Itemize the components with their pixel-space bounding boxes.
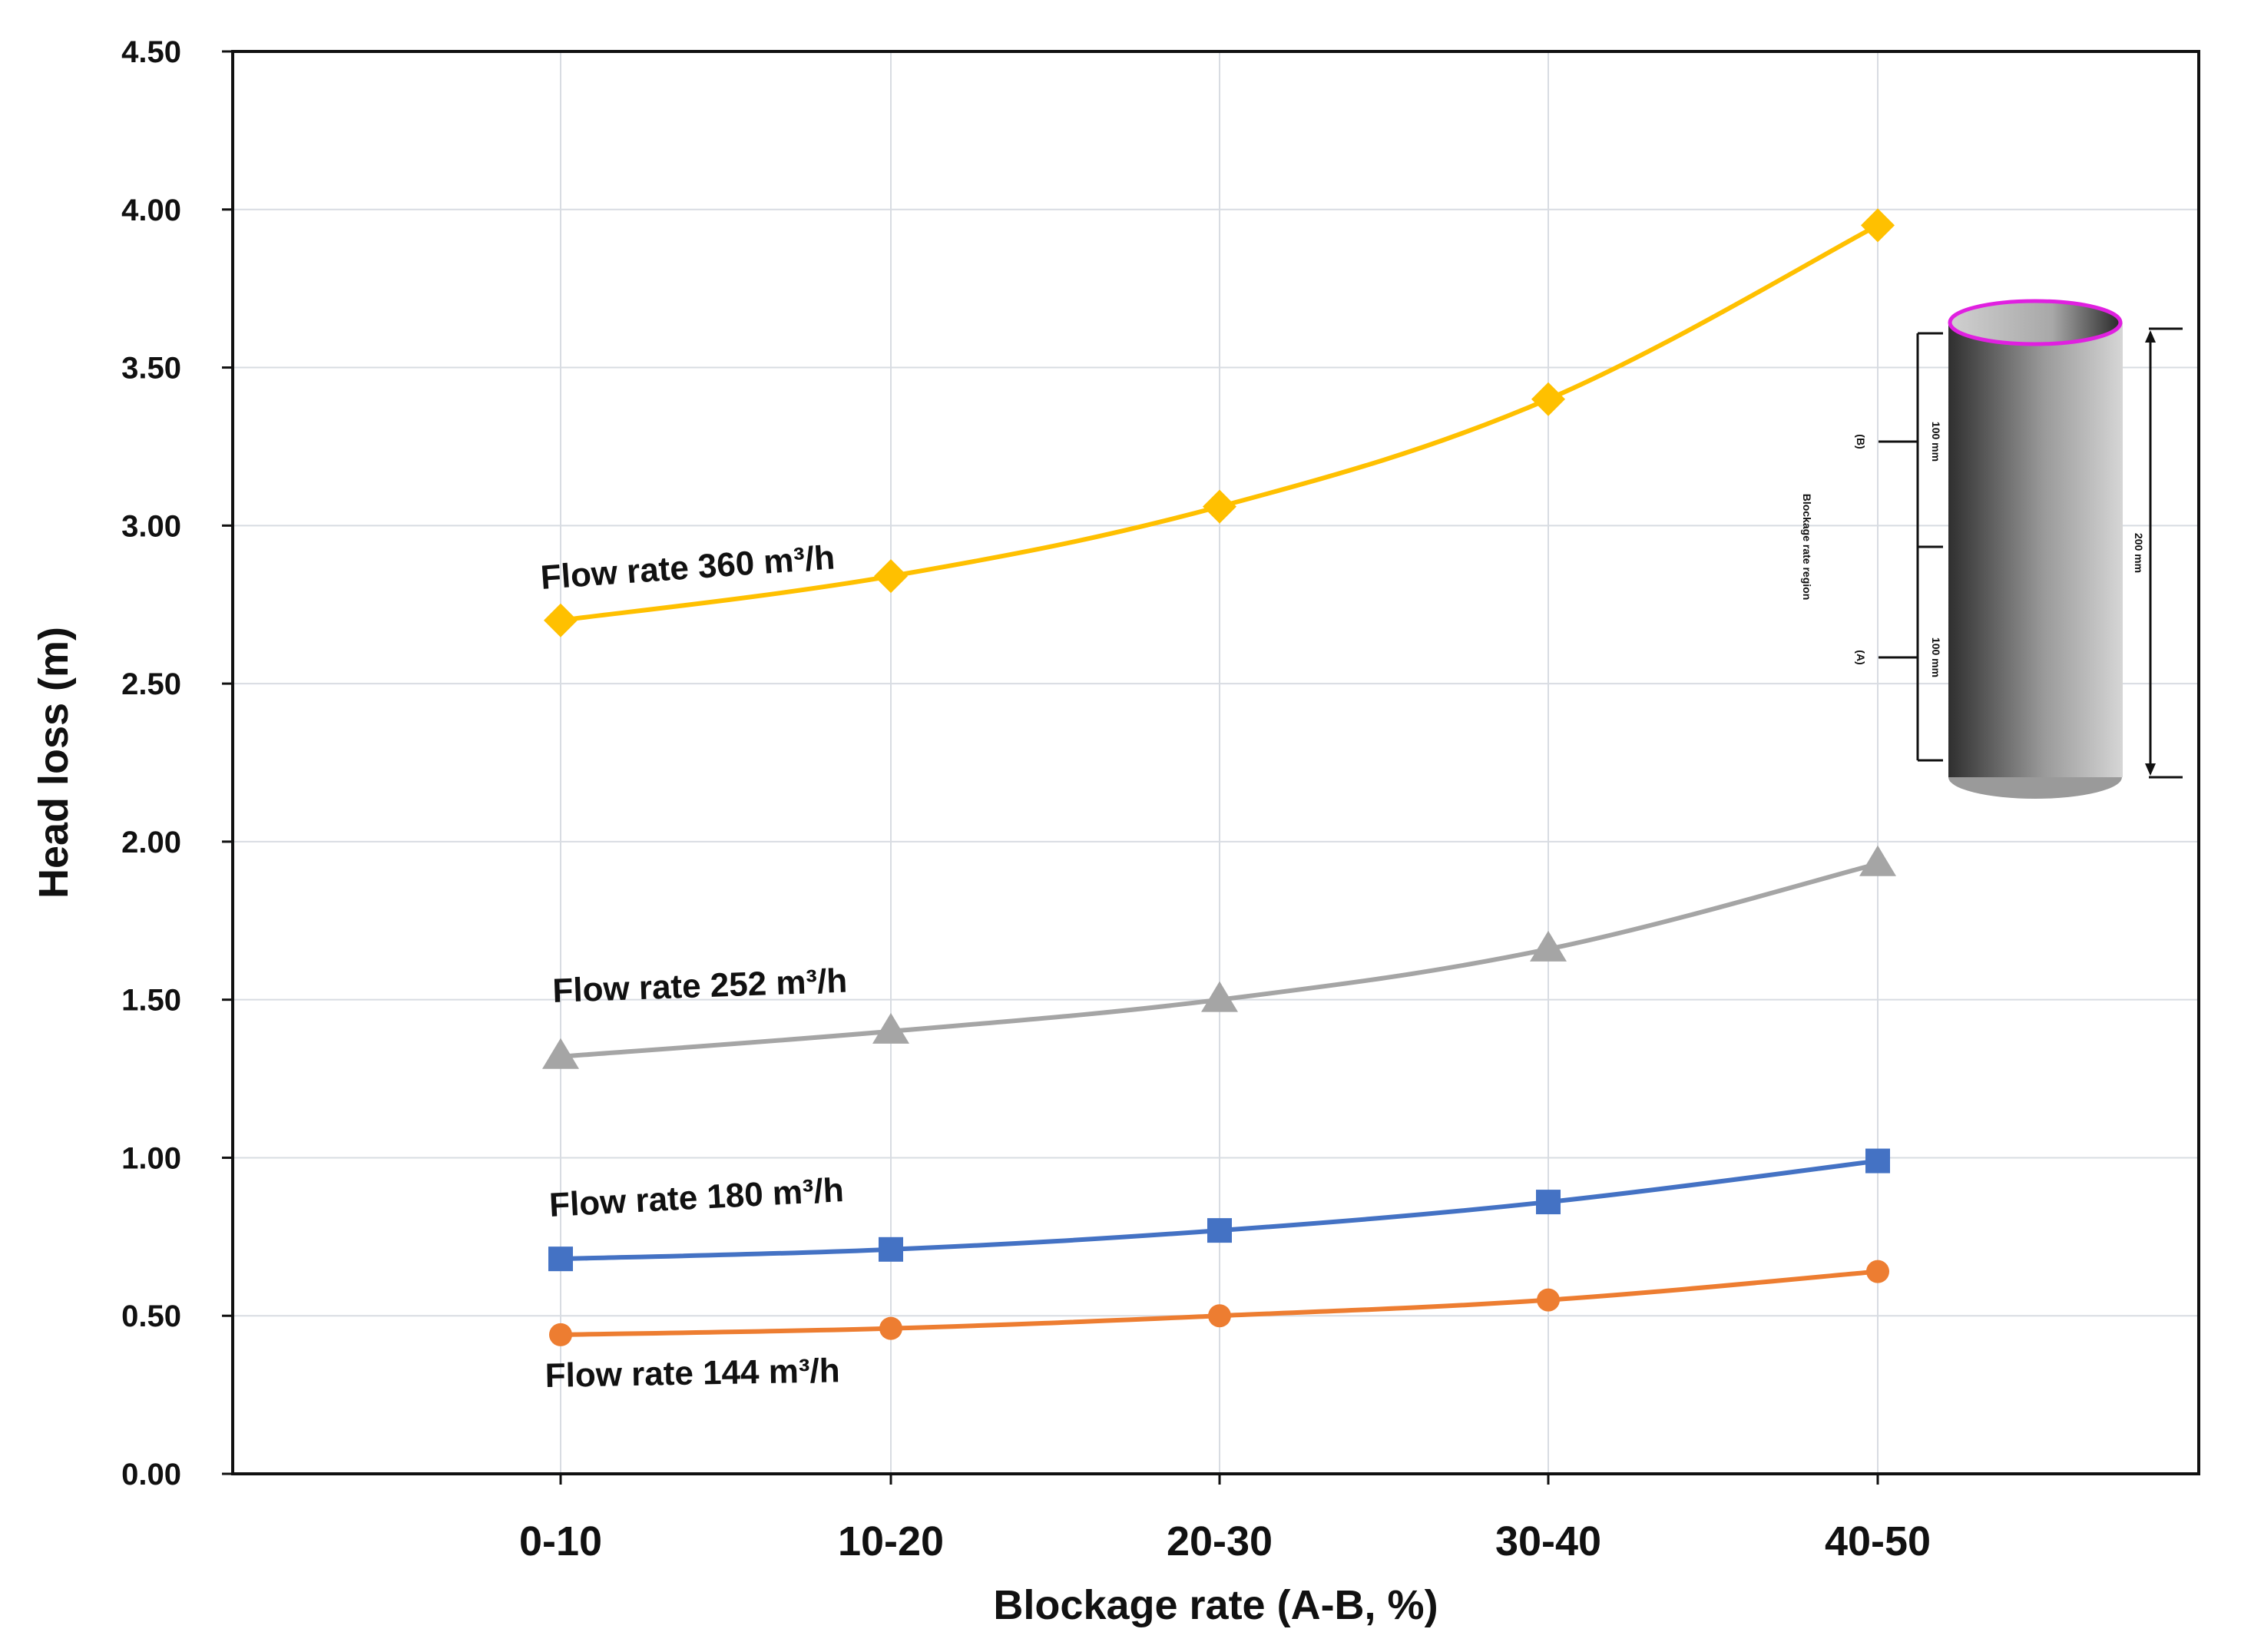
- series-label-144: Flow rate 144 m³/h: [545, 1352, 840, 1395]
- cylinder-top-opening: [1948, 299, 2123, 346]
- x-tick-label: 20-30: [1167, 1518, 1273, 1564]
- series-label-360: Flow rate 360 m³/h: [539, 538, 836, 597]
- y-tick-label: 2.50: [121, 667, 181, 701]
- data-point-circle: [1866, 1260, 1889, 1283]
- blockage-region-label: Blockage rate region: [1801, 494, 1813, 601]
- x-axis-ticks: 0-10 10-20 20-30 30-40 40-50: [519, 1474, 1931, 1564]
- data-point-triangle: [1530, 930, 1567, 962]
- total-length-label: 200 mm: [2133, 533, 2145, 573]
- data-point-diamond: [1203, 489, 1236, 524]
- arrow-down-icon: [2145, 763, 2156, 776]
- x-tick-label: 40-50: [1825, 1518, 1931, 1564]
- pipe-cylinder-inset: Blockage rate region (B) (A) 100 mm 100 …: [1801, 299, 2183, 799]
- series-square: [548, 1148, 1890, 1272]
- data-point-circle: [879, 1316, 902, 1340]
- series-circle: [549, 1260, 1889, 1346]
- x-axis-title: Blockage rate (A-B, %): [993, 1582, 1438, 1628]
- y-tick-label: 3.00: [121, 509, 181, 543]
- plot-frame: [231, 50, 2200, 1475]
- x-tick-label: 30-40: [1495, 1518, 1601, 1564]
- data-point-square: [1536, 1190, 1561, 1215]
- data-point-diamond: [544, 603, 578, 637]
- data-point-triangle: [1201, 981, 1238, 1012]
- data-point-square: [1865, 1148, 1890, 1174]
- grid-lines: [233, 51, 2199, 1474]
- y-tick-label: 1.00: [121, 1141, 181, 1175]
- lower-length-label: 100 mm: [1930, 637, 1942, 677]
- y-tick-label: 2.00: [121, 826, 181, 859]
- data-point-circle: [549, 1323, 572, 1346]
- y-tick-label: 4.50: [121, 35, 181, 69]
- total-length-dimension: [2149, 327, 2183, 779]
- data-point-square: [879, 1237, 903, 1262]
- y-axis-ticks: 0.00 0.50 1.00 1.50 2.00 2.50 3.00 3.50 4.00 4.50: [121, 35, 233, 1491]
- data-point-diamond: [1531, 382, 1565, 416]
- series-diamond: [544, 208, 1895, 637]
- data-point-circle: [1208, 1304, 1231, 1328]
- y-tick-label: 0.50: [121, 1299, 181, 1333]
- data-point-square: [548, 1246, 573, 1272]
- x-tick-label: 0-10: [519, 1518, 602, 1564]
- data-point-square: [1207, 1218, 1232, 1243]
- data-point-triangle: [1859, 845, 1896, 876]
- data-point-diamond: [874, 559, 908, 594]
- x-tick-label: 10-20: [838, 1518, 944, 1564]
- y-tick-label: 0.00: [121, 1458, 181, 1491]
- data-point-diamond: [1861, 208, 1895, 243]
- marker-b-label: (B): [1855, 434, 1867, 449]
- y-axis-title: Head loss (m): [31, 627, 77, 899]
- series-triangle: [542, 845, 1896, 1069]
- arrow-up-icon: [2145, 330, 2156, 343]
- series-label-180: Flow rate 180 m³/h: [548, 1171, 845, 1224]
- marker-a-label: (A): [1855, 650, 1867, 664]
- blockage-region-bracket: [1879, 332, 1943, 762]
- data-point-circle: [1537, 1288, 1560, 1312]
- data-point-triangle: [542, 1038, 579, 1069]
- y-tick-label: 1.50: [121, 984, 181, 1018]
- data-point-triangle: [872, 1012, 909, 1044]
- upper-length-label: 100 mm: [1930, 422, 1942, 462]
- series-label-252: Flow rate 252 m³/h: [552, 962, 848, 1010]
- y-tick-label: 4.00: [121, 194, 181, 227]
- series-layer: [542, 208, 1896, 1346]
- y-tick-label: 3.50: [121, 352, 181, 386]
